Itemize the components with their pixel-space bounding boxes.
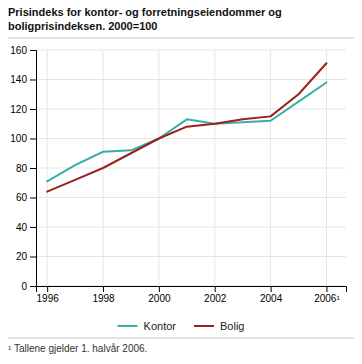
grid-line-y [36,79,346,80]
footnote-separator [8,338,354,339]
x-axis-line [37,287,347,293]
x-tick-label: 2002 [204,293,227,304]
y-tick-label: 20 [16,251,28,262]
chart: Prisindeks for kontor- og forretningseie… [0,0,362,364]
grid-line-y [36,138,346,139]
legend: Kontor Bolig [118,320,245,332]
x-tick-mark [271,286,272,292]
x-tick: 1996 [37,286,60,304]
y-tick-mark [30,109,36,110]
grid-line-y [36,256,346,257]
grid-line-x [158,50,159,286]
y-tick-label: 0 [21,281,27,292]
x-tick: 2006¹ [314,286,340,304]
grid [36,50,346,286]
x-tick-mark [103,286,104,292]
y-axis: 0 20 40 60 80 100 120 140 160 [10,45,36,292]
y-tick-label: 100 [10,133,27,144]
y-axis-line [30,51,37,287]
x-tick: 2002 [204,286,227,304]
grid-line-x [47,50,48,286]
legend-label: Kontor [144,320,177,332]
x-tick: 2000 [148,286,171,304]
footnote: ¹ Tallene gjelder 1. halvår 2006. [8,343,147,354]
y-tick-label: 80 [16,163,28,174]
y-tick-label: 60 [16,192,28,203]
y-tick: 160 [10,45,36,56]
grid-line-x [326,50,327,286]
x-tick: 1998 [92,286,115,304]
plot: 1996 1998 2000 2002 2004 2006¹ 0 20 40 60 80 100 120… [10,45,346,304]
y-tick-mark [30,198,36,199]
y-tick-label: 160 [10,45,27,56]
y-tick: 80 [16,163,36,174]
series-line [47,82,326,181]
lines [47,63,326,191]
x-axis: 1996 1998 2000 2002 2004 2006¹ [37,286,347,304]
grid-line-y [36,227,346,228]
y-tick: 40 [16,222,36,233]
grid-line-x [270,50,271,286]
grid-line-y [36,168,346,169]
y-tick-mark [30,50,36,51]
title-separator [8,38,354,39]
y-tick: 20 [16,251,36,262]
y-tick: 120 [10,104,36,115]
x-tick-mark [47,286,48,292]
series-line [47,63,326,191]
y-tick-label: 40 [16,222,28,233]
x-tick-label: 2000 [148,293,171,304]
grid-line-y [36,197,346,198]
y-tick-label: 140 [10,74,27,85]
x-tick-label: 2004 [260,293,283,304]
x-tick-label: 1996 [37,293,60,304]
x-tick-mark [215,286,216,292]
title: Prisindeks for kontor- og forretningseie… [8,6,282,32]
y-tick-mark [30,257,36,258]
x-tick-label: 2006¹ [314,293,340,304]
x-tick-mark [326,286,327,292]
y-tick: 140 [10,74,36,85]
x-tick-label: 1998 [92,293,115,304]
x-tick-mark [159,286,160,292]
legend-swatch [194,325,214,327]
grid-line-y [36,50,346,51]
y-tick: 0 [21,281,36,292]
y-tick-mark [30,227,36,228]
y-tick-label: 120 [10,104,27,115]
grid-line-x [214,50,215,286]
legend-swatch [118,325,138,327]
grid-line-y [36,109,346,110]
legend-item: Kontor [118,320,177,332]
y-tick-mark [30,286,36,287]
y-tick-mark [30,139,36,140]
y-tick-mark [30,168,36,169]
y-tick-mark [30,80,36,81]
legend-label: Bolig [220,320,244,332]
x-tick: 2004 [260,286,283,304]
y-tick: 100 [10,133,36,144]
y-tick: 60 [16,192,36,203]
legend-item: Bolig [194,320,244,332]
